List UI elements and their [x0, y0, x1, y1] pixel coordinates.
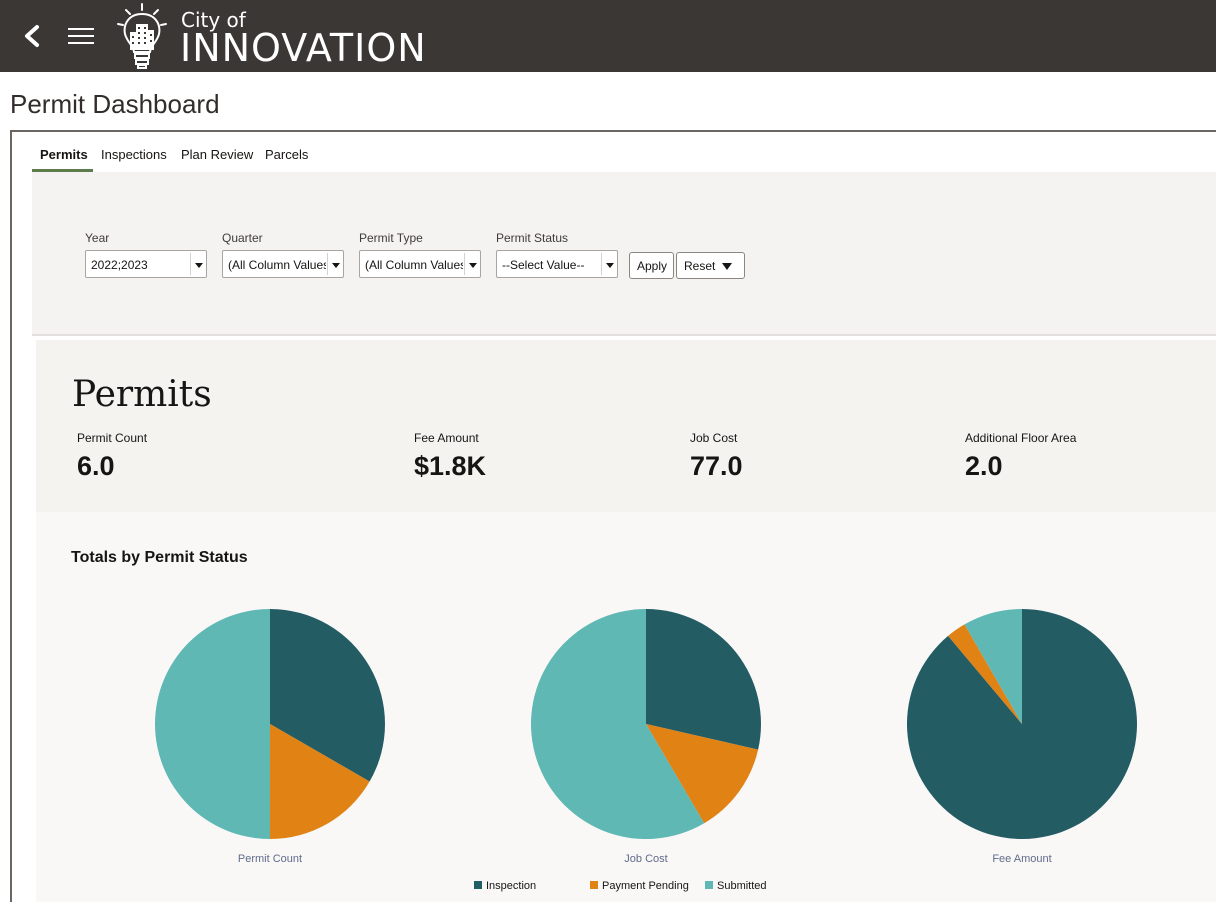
dashboard-frame: [10, 130, 1216, 902]
kpi-floor-area-value: 2.0: [965, 451, 1003, 481]
city-logo: [112, 2, 172, 70]
year-value: 2022;2023: [91, 258, 148, 272]
reset-label: Reset: [684, 259, 716, 273]
top-bar: City of INNOVATION: [0, 0, 1216, 72]
legend-swatch: [474, 881, 482, 889]
pie-slice-submitted[interactable]: [155, 609, 270, 839]
chevron-down-icon[interactable]: [464, 253, 480, 275]
apply-button[interactable]: Apply: [629, 252, 674, 279]
permit-type-select[interactable]: (All Column Values): [359, 250, 481, 278]
filter-panel: [32, 172, 1216, 336]
pie-label-permit-count: Permit Count: [237, 853, 303, 865]
quarter-select[interactable]: (All Column Values): [222, 250, 344, 278]
legend-label: Payment Pending: [602, 880, 689, 892]
permit-status-value: --Select Value--: [502, 258, 585, 272]
lightbulb-building-icon: [117, 3, 167, 69]
permit-type-label: Permit Type: [359, 231, 423, 245]
kpi-job-cost-label: Job Cost: [690, 431, 738, 445]
tab-permits[interactable]: Permits: [40, 147, 88, 162]
kpi-fee-amount-label: Fee Amount: [414, 431, 479, 445]
kpi-panel: [36, 340, 1216, 512]
pie-slice-inspection[interactable]: [646, 609, 761, 750]
pie-slice-payment-pending[interactable]: [948, 624, 1022, 724]
kpi-fee-amount-value: $1.8K: [414, 451, 487, 481]
chevron-down-icon[interactable]: [190, 253, 206, 275]
chevron-left-icon: [25, 25, 39, 47]
pie-chart-fee-amount[interactable]: [906, 608, 1138, 840]
kpi-job-cost-value: 77.0: [690, 451, 743, 481]
year-label: Year: [85, 231, 110, 245]
hamburger-icon: [68, 28, 94, 44]
reset-button[interactable]: Reset: [676, 252, 745, 279]
legend-swatch: [705, 881, 713, 889]
quarter-label: Quarter: [222, 231, 263, 245]
chevron-down-icon[interactable]: [601, 253, 617, 275]
pie-label-job-cost: Job Cost: [624, 853, 668, 865]
pie-slice-submitted[interactable]: [531, 609, 705, 839]
pie-chart-permit-count[interactable]: [154, 608, 386, 840]
legend-item-inspection[interactable]: Inspection: [474, 880, 536, 892]
pie-slice-payment-pending[interactable]: [270, 724, 370, 839]
legend-item-submitted[interactable]: Submitted: [705, 880, 767, 892]
back-button[interactable]: [18, 20, 48, 52]
chart-heading: Totals by Permit Status: [71, 549, 248, 566]
page-title: Permit Dashboard: [10, 89, 220, 119]
legend-label: Submitted: [717, 880, 767, 892]
pie-slice-submitted[interactable]: [964, 609, 1023, 724]
caret-down-icon: [722, 263, 732, 270]
brand-innovation: INNOVATION: [180, 26, 427, 70]
permit-status-select[interactable]: --Select Value--: [496, 250, 618, 278]
kpi-section-title: Permits: [72, 374, 212, 415]
kpi-floor-area-label: Additional Floor Area: [965, 431, 1077, 445]
tab-parcels[interactable]: Parcels: [265, 147, 309, 162]
quarter-value: (All Column Values): [228, 258, 326, 272]
tab-inspections[interactable]: Inspections: [101, 147, 167, 162]
pie-slice-inspection[interactable]: [270, 609, 385, 782]
pie-chart-job-cost[interactable]: [530, 608, 762, 840]
pie-slice-payment-pending[interactable]: [646, 724, 759, 824]
year-select[interactable]: 2022;2023: [85, 250, 207, 278]
permit-status-label: Permit Status: [496, 231, 569, 245]
chevron-down-icon[interactable]: [327, 253, 343, 275]
pie-label-fee-amount: Fee Amount: [992, 853, 1052, 865]
legend-label: Inspection: [486, 880, 537, 892]
legend-item-payment-pending[interactable]: Payment Pending: [590, 880, 689, 892]
menu-button[interactable]: [64, 22, 100, 52]
brand-city-of: City of: [181, 8, 246, 32]
tab-plan-review[interactable]: Plan Review: [181, 147, 254, 162]
kpi-permit-count-value: 6.0: [77, 451, 115, 481]
apply-label: Apply: [637, 259, 668, 273]
kpi-permit-count-label: Permit Count: [77, 431, 148, 445]
legend-swatch: [590, 881, 598, 889]
active-tab-indicator: [32, 169, 93, 172]
permit-type-value: (All Column Values): [365, 258, 463, 272]
